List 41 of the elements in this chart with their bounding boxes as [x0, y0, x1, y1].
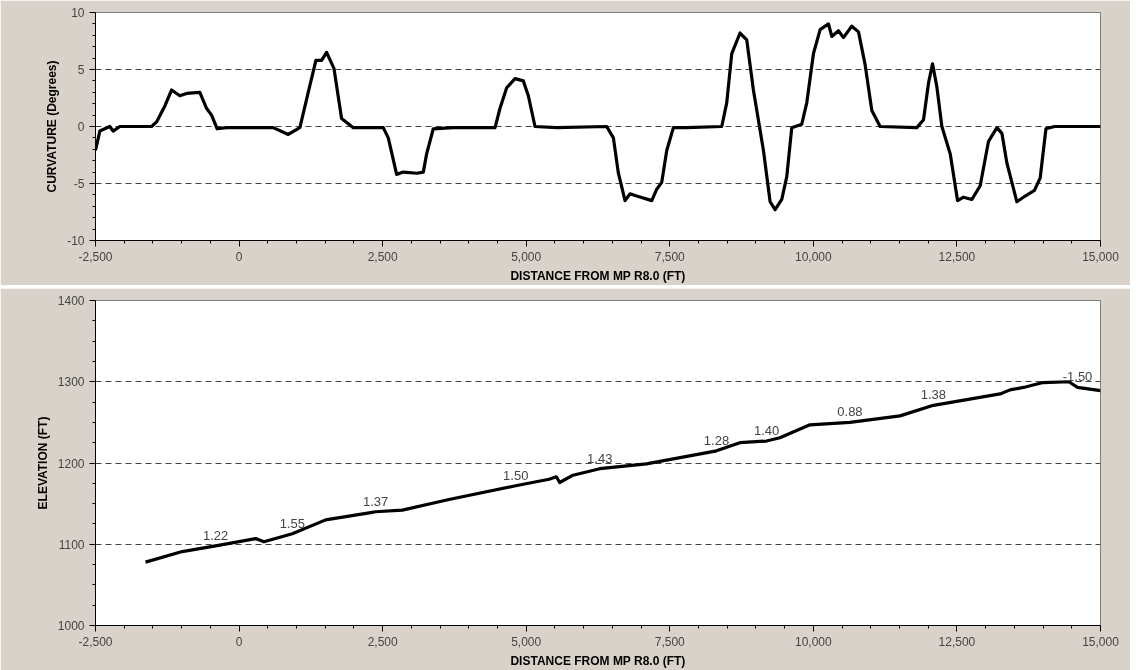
- annotation: 1.43: [587, 450, 613, 466]
- y-tick-label: -10: [67, 234, 85, 248]
- x-tick-label: 7,500: [654, 634, 686, 649]
- annotation: 1.28: [703, 432, 730, 448]
- y-tick-label: 0: [77, 120, 85, 134]
- x-tick-label: 5,000: [511, 634, 542, 649]
- annotation: -1.50: [1062, 369, 1093, 385]
- y-tick-label: 1000: [57, 619, 85, 633]
- y-tick-label: 1300: [57, 375, 85, 390]
- x-tick-label: 12,500: [938, 249, 976, 264]
- y-tick-label: 1400: [57, 294, 85, 308]
- x-tick-label: 5,000: [511, 249, 542, 264]
- y-axis-title: ELEVATION (FT): [35, 416, 50, 510]
- x-tick-label: 15,000: [1082, 634, 1120, 649]
- x-tick-label: 0: [235, 249, 243, 264]
- annotation: 1.55: [279, 515, 305, 531]
- annotation: 0.88: [837, 404, 863, 420]
- y-tick-label: 10: [71, 6, 85, 20]
- x-tick-label: 7,500: [654, 249, 686, 264]
- x-axis-title: DISTANCE FROM MP R8.0 (FT): [510, 653, 686, 668]
- x-tick-label: 2,500: [367, 249, 398, 264]
- y-tick-label: -5: [73, 177, 85, 191]
- annotation: 1.22: [202, 527, 229, 543]
- x-tick-label: 0: [235, 634, 243, 649]
- y-tick-label: 1100: [58, 537, 85, 552]
- x-tick-label: 10,000: [795, 634, 833, 649]
- x-tick-label: 12,500: [938, 634, 976, 649]
- annotation: 1.37: [362, 493, 389, 509]
- x-tick-label: -2,500: [78, 249, 113, 264]
- y-tick-label: 1200: [57, 456, 85, 471]
- x-tick-label: 2,500: [367, 634, 398, 649]
- line-series: [143, 380, 1101, 564]
- x-tick-label: 15,000: [1082, 249, 1120, 264]
- y-tick-label: 5: [77, 63, 85, 77]
- annotation: 1.50: [503, 467, 529, 483]
- x-axis-title: DISTANCE FROM MP R8.0 (FT): [510, 268, 686, 283]
- x-tick-label: -2,500: [78, 634, 113, 649]
- annotation: 1.40: [753, 423, 780, 439]
- annotation: 1.38: [920, 387, 947, 403]
- x-tick-label: 10,000: [795, 249, 833, 264]
- y-axis-title: CURVATURE (Degrees): [45, 60, 60, 193]
